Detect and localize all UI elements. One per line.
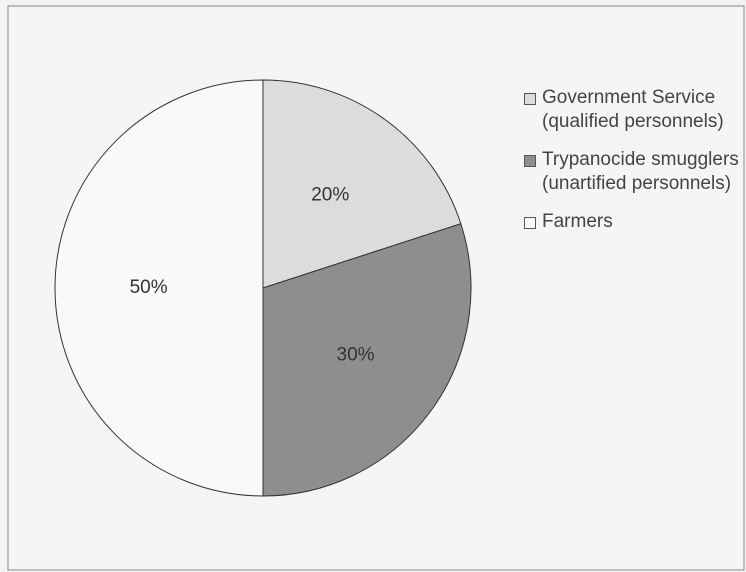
pie-slice [262,79,462,289]
legend: Government Service (qualified personnels… [524,86,739,248]
legend-label: Government Service (qualified personnels… [542,87,724,132]
slice-label: 50% [130,277,168,298]
legend-label: Trypanocide smugglers (unartified person… [542,149,739,194]
legend-entry: Trypanocide smugglers (unartified person… [524,148,739,196]
legend-swatch [524,155,536,167]
legend-entry: Farmers [524,210,739,234]
slice-label: 20% [311,184,349,205]
legend-swatch [524,93,536,105]
legend-label: Farmers [542,211,613,232]
legend-entry: Government Service (qualified personnels… [524,86,739,134]
slice-label: 30% [337,344,375,365]
pie-slice [54,79,264,497]
pie-slice [262,223,472,497]
legend-swatch [524,217,536,229]
